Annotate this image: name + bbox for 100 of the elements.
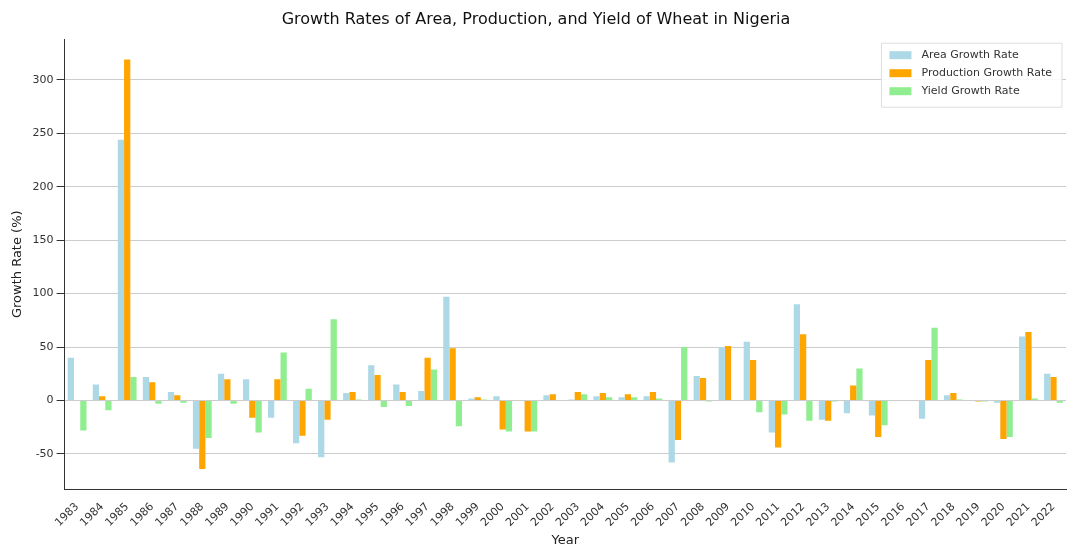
bar bbox=[943, 395, 951, 401]
bar bbox=[217, 373, 225, 401]
bar bbox=[142, 377, 150, 401]
chart-title: Growth Rates of Area, Production, and Yield of Wheat in Nigeria bbox=[281, 8, 791, 28]
bar bbox=[80, 401, 87, 431]
bar bbox=[305, 388, 312, 401]
bar bbox=[618, 397, 625, 401]
bar bbox=[274, 379, 281, 401]
bar bbox=[324, 401, 331, 420]
bar bbox=[925, 359, 932, 401]
bar bbox=[405, 401, 412, 406]
bar bbox=[756, 401, 763, 413]
bar bbox=[493, 396, 500, 401]
bar bbox=[449, 348, 456, 401]
x-axis-title: Year bbox=[550, 531, 580, 547]
bar bbox=[543, 395, 550, 401]
bar bbox=[918, 401, 926, 419]
bar bbox=[643, 396, 650, 401]
bar bbox=[875, 401, 882, 437]
bar bbox=[280, 352, 287, 401]
bar bbox=[599, 393, 606, 401]
bar bbox=[399, 391, 406, 401]
bar bbox=[418, 390, 425, 401]
bar bbox=[130, 377, 137, 401]
bar bbox=[343, 393, 350, 401]
bar bbox=[668, 401, 675, 463]
bar bbox=[293, 401, 300, 444]
bar bbox=[843, 401, 851, 414]
bar bbox=[99, 396, 106, 401]
bar bbox=[499, 401, 506, 430]
legend-label: Production Growth Rate bbox=[921, 66, 1053, 80]
bar bbox=[530, 401, 538, 432]
bar bbox=[268, 401, 275, 418]
legend-label: Yield Growth Rate bbox=[920, 84, 1020, 98]
bar bbox=[1000, 401, 1007, 440]
bar bbox=[230, 401, 237, 404]
bar bbox=[699, 378, 707, 401]
y-tick-label: 50 bbox=[39, 339, 54, 353]
bar bbox=[524, 401, 531, 432]
bar bbox=[155, 401, 162, 404]
bar bbox=[380, 401, 387, 407]
bar bbox=[474, 397, 481, 401]
bar bbox=[881, 401, 888, 426]
bar bbox=[67, 357, 74, 401]
y-tick-label: 300 bbox=[32, 72, 54, 86]
bar bbox=[105, 401, 112, 411]
bar bbox=[774, 401, 782, 448]
bar bbox=[850, 385, 857, 401]
bar bbox=[574, 391, 581, 401]
bar bbox=[249, 401, 256, 418]
bar bbox=[749, 359, 757, 401]
bar bbox=[768, 401, 775, 433]
bar bbox=[868, 401, 876, 416]
bar bbox=[693, 375, 700, 401]
bar bbox=[92, 384, 100, 401]
bar bbox=[549, 394, 556, 401]
bar bbox=[124, 59, 131, 401]
bar bbox=[149, 382, 156, 401]
bar bbox=[174, 395, 181, 401]
bar bbox=[242, 379, 250, 401]
bar bbox=[255, 401, 262, 433]
bar bbox=[856, 368, 863, 401]
bar bbox=[825, 401, 832, 421]
bar bbox=[167, 391, 175, 401]
legend-label: Area Growth Rate bbox=[921, 48, 1020, 62]
bar bbox=[605, 397, 613, 401]
bar bbox=[330, 319, 337, 401]
bar bbox=[455, 401, 463, 427]
bar bbox=[724, 346, 732, 401]
y-tick-label: 100 bbox=[32, 286, 54, 300]
bar bbox=[192, 401, 200, 449]
bar bbox=[1006, 401, 1013, 437]
bar bbox=[505, 401, 513, 432]
bar bbox=[205, 401, 212, 438]
y-tick-label: 200 bbox=[32, 179, 54, 193]
bar bbox=[299, 401, 306, 436]
bar bbox=[800, 334, 807, 401]
bar bbox=[393, 384, 400, 401]
bar bbox=[624, 394, 632, 401]
bar bbox=[1050, 377, 1057, 401]
y-tick-label: -50 bbox=[35, 446, 54, 460]
bar bbox=[681, 347, 688, 401]
bar bbox=[806, 401, 813, 421]
bar bbox=[674, 401, 682, 441]
bar bbox=[117, 139, 125, 401]
bar bbox=[1044, 373, 1051, 401]
bar bbox=[443, 296, 450, 401]
bar bbox=[349, 391, 356, 401]
y-tick-label: 150 bbox=[32, 233, 54, 247]
bar bbox=[424, 357, 431, 401]
bar bbox=[374, 374, 381, 401]
bar bbox=[931, 327, 938, 401]
bar bbox=[430, 369, 437, 401]
y-tick-label: 0 bbox=[46, 393, 54, 407]
bar bbox=[631, 397, 638, 401]
bar bbox=[818, 401, 826, 420]
bar bbox=[580, 394, 588, 401]
bar bbox=[649, 391, 657, 401]
y-axis-title: Growth Rate (%) bbox=[9, 210, 25, 319]
bar bbox=[318, 401, 325, 458]
